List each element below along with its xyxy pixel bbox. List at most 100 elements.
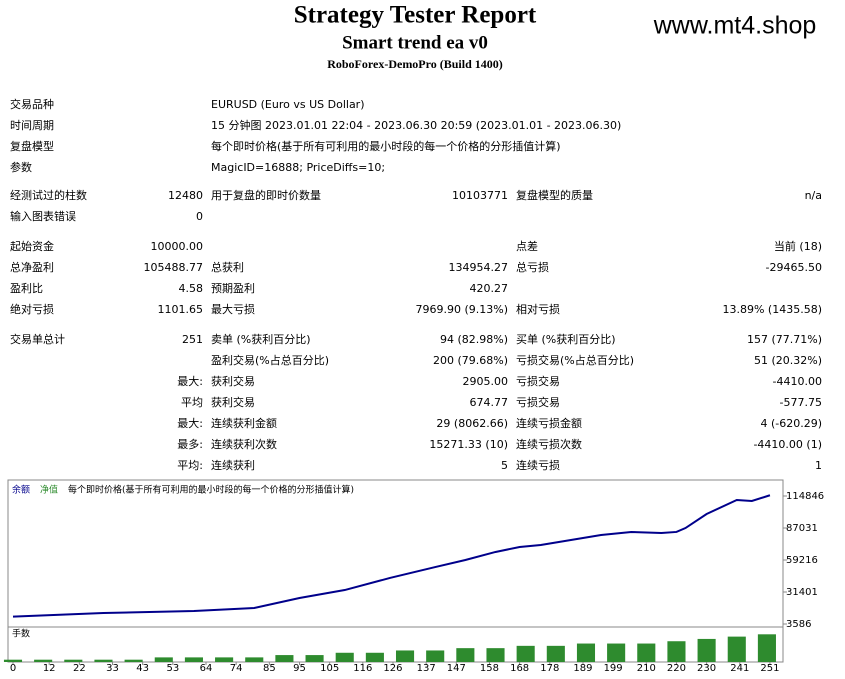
table-cell: 绝对亏损 [10, 302, 54, 316]
x-tick-label: 126 [383, 663, 402, 674]
y-tick-label: 31401 [786, 587, 818, 598]
info-value: MagicID=16888; PriceDiffs=10; [211, 161, 385, 174]
table-cell: 200 (79.68%) [433, 354, 508, 367]
x-tick-label: 210 [637, 663, 656, 674]
lot-bar [757, 634, 776, 662]
table-cell: 买单 (%获利百分比) [516, 333, 616, 346]
table-cell: 用于复盘的即时价数量 [211, 188, 321, 202]
y-tick-label: 114846 [786, 491, 824, 502]
title: Strategy Tester Report [294, 2, 537, 29]
lot-bar [516, 645, 535, 662]
table-cell: 盈利比 [10, 282, 43, 295]
table-cell: 105488.77 [144, 261, 204, 274]
table-cell: 亏损交易(%占总百分比) [516, 353, 634, 367]
table-cell: 点差 [516, 239, 538, 253]
info-label: 复盘模型 [10, 139, 54, 153]
table-cell: 134954.27 [449, 261, 509, 274]
x-tick-label: 158 [480, 663, 499, 674]
y-tick-label: 59216 [786, 555, 818, 566]
table-cell: 13.89% (1435.58) [722, 303, 822, 316]
table-cell: 连续亏损次数 [516, 437, 582, 451]
table-cell: -577.75 [780, 396, 822, 409]
table-cell: 平均 [181, 396, 203, 409]
info-value: EURUSD (Euro vs US Dollar) [211, 98, 365, 111]
table-cell: -4410.00 [773, 375, 822, 388]
x-tick-label: 241 [730, 663, 749, 674]
table-cell: 卖单 (%获利百分比) [211, 333, 311, 346]
table-cell: 251 [182, 333, 203, 346]
table-cell: 盈利交易(%占总百分比) [211, 353, 329, 367]
lot-bar [64, 659, 83, 662]
subtitle: Smart trend ea v0 [342, 32, 488, 53]
x-tick-label: 43 [136, 663, 149, 674]
x-tick-label: 220 [667, 663, 686, 674]
table-cell: 获利交易 [211, 395, 255, 409]
main-panel [7, 479, 784, 628]
table-cell: 29 (8062.66) [436, 417, 508, 430]
table-cell: 交易单总计 [10, 332, 65, 346]
table-cell: -4410.00 (1) [753, 438, 822, 451]
table-cell: 674.77 [470, 396, 509, 409]
chart-subtitle: 每个即时价格(基于所有可利用的最小时段的每一个价格的分形插值计算) [68, 484, 354, 496]
server: RoboForex-DemoPro (Build 1400) [327, 57, 503, 71]
table-cell: 亏损交易 [516, 374, 560, 388]
lot-bar [154, 657, 173, 662]
x-tick-label: 168 [510, 663, 529, 674]
table-cell: 平均: [177, 459, 203, 472]
table-cell: 4 (-620.29) [760, 417, 822, 430]
table-cell: 51 (20.32%) [754, 354, 822, 367]
lot-bar [426, 650, 445, 662]
table-cell: 总获利 [211, 260, 244, 274]
lot-bar [607, 643, 626, 662]
y-tick-label: 3586 [786, 619, 811, 630]
table-cell: 连续亏损金额 [516, 416, 582, 430]
table-cell: 总亏损 [516, 260, 549, 274]
balance-line [12, 494, 771, 618]
lot-bar [365, 652, 384, 662]
table-cell: 7969.90 (9.13%) [415, 303, 508, 316]
lot-bar [486, 648, 505, 662]
table-cell: 连续获利次数 [211, 437, 277, 451]
lot-bar [667, 641, 686, 662]
lot-bar [3, 659, 23, 662]
x-tick-label: 230 [697, 663, 716, 674]
info-value: 每个即时价格(基于所有可利用的最小时段的每一个价格的分形插值计算) [211, 139, 561, 153]
lot-bar [305, 655, 324, 662]
x-tick-label: 85 [263, 663, 276, 674]
x-tick-label: 105 [320, 663, 339, 674]
table-cell: 420.27 [470, 282, 509, 295]
lot-bar [637, 643, 656, 662]
table-cell: 1101.65 [158, 303, 204, 316]
table-cell: 2905.00 [463, 375, 509, 388]
table-cell: 输入图表错误 [10, 209, 76, 223]
table-cell: 连续获利 [211, 458, 255, 472]
watermark: www.mt4.shop [653, 12, 817, 40]
lot-bar [576, 643, 596, 662]
x-tick-label: 74 [230, 663, 243, 674]
lot-bar [546, 645, 565, 662]
info-label: 参数 [10, 160, 32, 174]
info-value: 15 分钟图 2023.01.01 22:04 - 2023.06.30 20:… [211, 118, 621, 132]
table-cell: 94 (82.98%) [440, 333, 508, 346]
table-cell: 最大亏损 [211, 302, 255, 316]
legend-entry: 余额 [12, 484, 30, 496]
table-cell: 157 (77.71%) [747, 333, 822, 346]
table-cell: 经测试过的柱数 [10, 188, 87, 202]
info-label: 时间周期 [10, 119, 54, 132]
table-cell: 总净盈利 [10, 260, 54, 274]
table-cell: 5 [501, 459, 508, 472]
table-cell: 最大: [177, 374, 203, 388]
lot-bar [245, 657, 264, 662]
lot-bar [34, 659, 53, 662]
lot-bar [215, 657, 234, 662]
table-cell: 起始资金 [10, 239, 54, 253]
lot-bar [395, 650, 415, 662]
table-cell: -29465.50 [766, 261, 822, 274]
table-cell: 亏损交易 [516, 395, 560, 409]
lot-bar [697, 638, 716, 662]
x-tick-label: 12 [43, 663, 56, 674]
x-tick-label: 147 [447, 663, 466, 674]
table-cell: 0 [196, 210, 203, 223]
lot-bar [727, 636, 746, 662]
